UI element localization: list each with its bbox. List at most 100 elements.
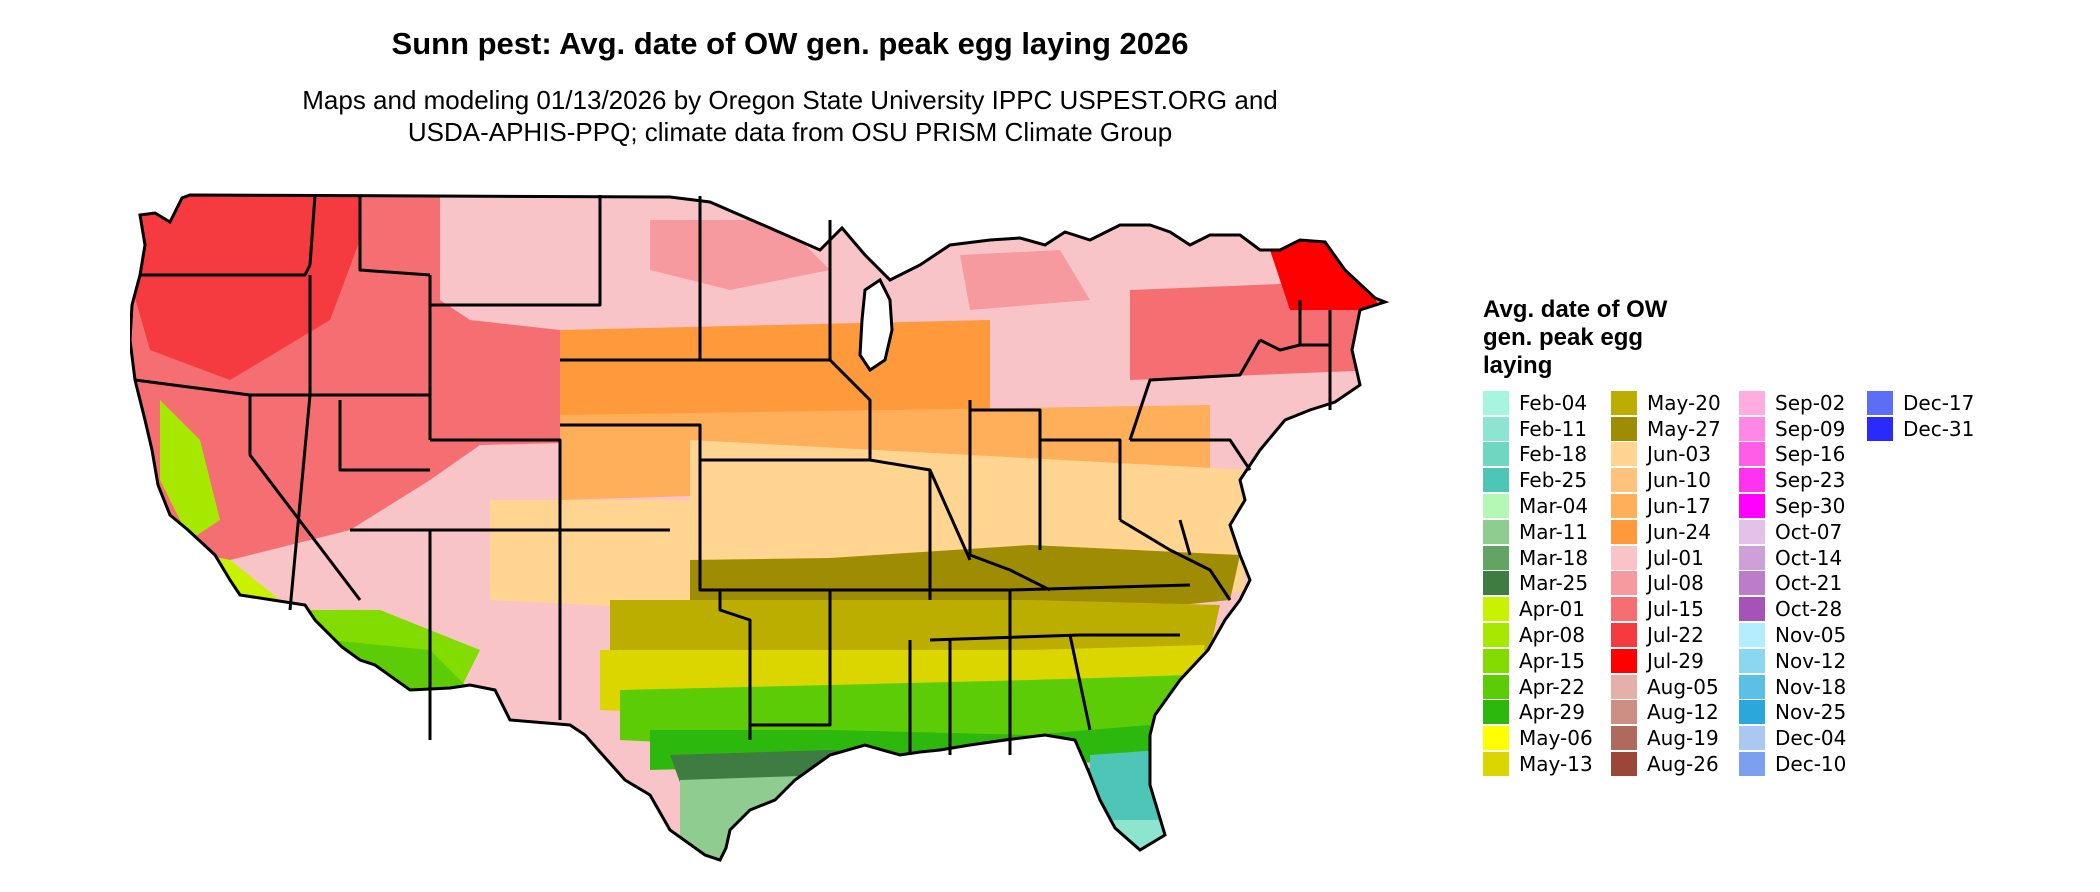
legend-swatch <box>1483 390 1509 415</box>
legend-label: Jul-15 <box>1647 597 1704 622</box>
legend-swatch <box>1739 726 1765 751</box>
legend-swatch <box>1739 416 1765 441</box>
legend-swatch <box>1611 648 1637 673</box>
legend-item: Sep-02 <box>1739 390 1867 416</box>
map-title: Sunn pest: Avg. date of OW gen. peak egg… <box>391 26 1189 61</box>
legend-item: Dec-17 <box>1867 390 1995 416</box>
legend-item: Jul-29 <box>1611 648 1739 674</box>
legend-swatch <box>1483 674 1509 699</box>
legend-label: Aug-05 <box>1647 674 1719 699</box>
subtitle-line-1: Maps and modeling 01/13/2026 by Oregon S… <box>302 85 1278 115</box>
legend-swatch <box>1739 700 1765 725</box>
legend-label: Apr-15 <box>1519 648 1585 673</box>
legend-item: Jun-17 <box>1611 493 1739 519</box>
legend-swatch <box>1483 545 1509 570</box>
us-map <box>130 193 1390 862</box>
legend-swatch <box>1739 571 1765 596</box>
legend-item: Oct-21 <box>1739 571 1867 597</box>
legend-swatch <box>1483 623 1509 648</box>
legend-swatch <box>1611 519 1637 544</box>
legend-item: Feb-18 <box>1483 442 1611 468</box>
legend-item: Nov-12 <box>1739 648 1867 674</box>
legend-swatch <box>1739 648 1765 673</box>
legend-item: Mar-11 <box>1483 519 1611 545</box>
legend-swatch <box>1483 442 1509 467</box>
legend-title-line-1: Avg. date of OW <box>1483 296 1668 323</box>
legend-item: May-13 <box>1483 751 1611 777</box>
legend-item: Apr-15 <box>1483 648 1611 674</box>
legend-swatch <box>1611 494 1637 519</box>
legend-swatch <box>1739 545 1765 570</box>
legend-swatch <box>1611 700 1637 725</box>
legend-swatch <box>1739 597 1765 622</box>
legend-item: Sep-23 <box>1739 467 1867 493</box>
legend-item: Dec-04 <box>1739 725 1867 751</box>
legend-label: Mar-04 <box>1519 494 1589 519</box>
legend-item: Aug-12 <box>1611 700 1739 726</box>
legend-item: Jul-15 <box>1611 596 1739 622</box>
legend-label: Apr-22 <box>1519 674 1585 699</box>
legend-swatch <box>1739 442 1765 467</box>
legend-label: Sep-23 <box>1775 468 1846 493</box>
legend-swatch <box>1611 752 1637 777</box>
legend-label: Oct-14 <box>1775 545 1843 570</box>
lake-michigan <box>858 277 894 373</box>
legend-swatch <box>1611 674 1637 699</box>
legend-label: Sep-09 <box>1775 416 1846 441</box>
state-borders <box>134 194 1332 755</box>
legend-item: Sep-09 <box>1739 416 1867 442</box>
legend-label: Dec-17 <box>1903 390 1975 415</box>
legend-column: Dec-17 Dec-31 <box>1867 390 1995 777</box>
legend-label: Sep-30 <box>1775 494 1846 519</box>
legend-item: Dec-10 <box>1739 751 1867 777</box>
legend-swatch <box>1611 597 1637 622</box>
map-fill <box>130 195 1385 860</box>
legend-item: Jun-10 <box>1611 467 1739 493</box>
legend-item: Mar-18 <box>1483 545 1611 571</box>
legend-swatch <box>1611 623 1637 648</box>
legend-label: Mar-11 <box>1519 519 1589 544</box>
legend-label: Jun-17 <box>1647 494 1711 519</box>
legend-item: May-20 <box>1611 390 1739 416</box>
legend-item: Jul-22 <box>1611 622 1739 648</box>
legend-label: Jul-22 <box>1647 623 1704 648</box>
legend-swatch <box>1483 416 1509 441</box>
legend-item: Jun-03 <box>1611 442 1739 468</box>
legend-swatch <box>1739 468 1765 493</box>
legend-item: Apr-22 <box>1483 674 1611 700</box>
legend-item: May-06 <box>1483 725 1611 751</box>
legend-swatch <box>1739 390 1765 415</box>
legend: Avg. date of OW gen. peak egg laying Feb… <box>1483 296 1995 777</box>
legend-column: Feb-04 Feb-11 Feb-18 Feb-25 Mar-04 Mar-11 Mar-… <box>1483 390 1611 777</box>
legend-label: Feb-25 <box>1519 468 1588 493</box>
legend-label: Dec-10 <box>1775 752 1847 777</box>
legend-label: Dec-31 <box>1903 416 1975 441</box>
legend-item: Aug-19 <box>1611 725 1739 751</box>
legend-item: Mar-25 <box>1483 571 1611 597</box>
legend-item: Dec-31 <box>1867 416 1995 442</box>
legend-item: Aug-05 <box>1611 674 1739 700</box>
map-subtitle: Maps and modeling 01/13/2026 by Oregon S… <box>0 84 1580 148</box>
legend-label: Jul-29 <box>1647 648 1704 673</box>
legend-label: Feb-18 <box>1519 442 1588 467</box>
legend-swatch <box>1611 390 1637 415</box>
legend-label: Oct-21 <box>1775 571 1843 596</box>
legend-label: Nov-25 <box>1775 700 1847 725</box>
legend-item: Sep-16 <box>1739 442 1867 468</box>
legend-item: Sep-30 <box>1739 493 1867 519</box>
legend-item: Nov-18 <box>1739 674 1867 700</box>
legend-swatch <box>1611 571 1637 596</box>
legend-label: Aug-12 <box>1647 700 1719 725</box>
legend-swatch <box>1739 674 1765 699</box>
legend-label: Aug-19 <box>1647 726 1719 751</box>
legend-swatch <box>1611 545 1637 570</box>
legend-label: Jun-03 <box>1647 442 1711 467</box>
legend-label: Mar-18 <box>1519 545 1589 570</box>
legend-swatch <box>1739 519 1765 544</box>
legend-swatch <box>1611 726 1637 751</box>
legend-label: May-20 <box>1647 390 1721 415</box>
legend-swatch <box>1483 597 1509 622</box>
legend-label: Feb-11 <box>1519 416 1588 441</box>
legend-item: Nov-25 <box>1739 700 1867 726</box>
legend-title-line-3: laying <box>1483 352 1553 379</box>
